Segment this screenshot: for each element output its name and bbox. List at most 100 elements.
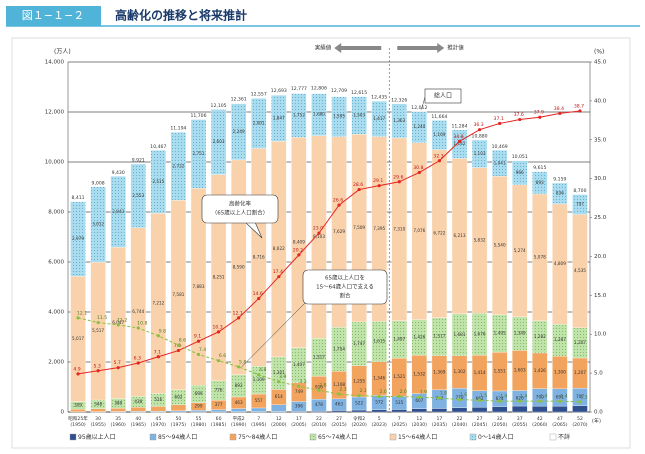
segment-label: 607 [415,398,423,403]
line-value-label: 20.2 [293,247,303,253]
line-point [176,343,181,347]
segment-label: 5,540 [494,243,506,248]
line-value-label: 10.3 [212,324,222,330]
total-label: 12,693 [271,88,287,94]
segment-label: 2,001 [253,120,265,125]
line-point [558,399,562,403]
line-point [196,352,201,357]
bar-segment [110,176,126,248]
arrow-right [397,43,445,53]
x-tick-label-line: 52 [577,416,583,422]
segment-label: 699 [195,391,203,396]
segment-label: 463 [235,400,243,405]
y2-tick-label: 15.0 [594,293,607,299]
line-value-label: 6.3 [134,356,141,362]
x-tick-label: 17 (2005) [291,416,306,428]
x-tick-label: 22 (2010) [311,416,326,428]
segment-label: 7,212 [152,300,164,305]
x-tick-label-line: (2065) [552,422,567,428]
x-tick-label-line: 55 [196,416,202,422]
line-point [417,170,421,175]
line-value-label: 1.4 [520,394,527,400]
bar-segment [331,410,347,413]
x-tick-label-line: (2035) [432,422,447,428]
line-value-label: 29.1 [373,178,383,184]
legend-swatch [389,433,397,441]
segment-label: 1,142 [454,141,466,146]
segment-label: 8,622 [273,246,285,251]
bar-segment [210,409,227,413]
segment-label: 1,676 [474,331,486,336]
bar-segment [451,407,468,413]
bar-segment [532,405,548,413]
line-point [136,361,140,365]
line-value-label: 30.8 [413,165,423,171]
segment-label: 535 [395,400,403,405]
segment-label: 1,532 [413,371,425,376]
callout-box [424,88,462,104]
segment-label: 1,414 [474,370,486,375]
line-point [357,187,361,192]
segment-label: 893 [536,180,544,185]
segment-label: 1,521 [393,374,405,379]
total-label: 11,706 [190,113,206,119]
segment-label: 5,274 [514,248,526,253]
line-value-label: 9.8 [159,328,166,334]
line-value-label: 7.1 [154,349,161,355]
x-tick-label-line: (1990) [231,422,246,428]
segment-label: 1,282 [534,334,546,339]
bar-segment [251,98,267,149]
line-value-label: 36.3 [473,122,483,128]
total-label: 10,880 [472,134,488,140]
bar-segment [351,409,367,413]
segment-label: 299 [195,404,203,409]
segment-label: 707 [576,394,584,399]
line-point [437,396,442,400]
arrow-left [334,43,382,53]
y-tick-label: 0 [61,410,65,416]
line-value-label: 3.3 [299,379,306,385]
segment-label: 348 [94,401,102,406]
y2-tick-label: 25.0 [594,215,607,221]
x-tick-label-line: 27 [477,416,483,422]
bar-segment [291,93,307,138]
line-value-label: 2.3 [339,387,346,393]
segment-label: 2,722 [172,163,184,168]
segment-label: 614 [275,394,283,399]
x-tick-label-line: 27 [336,416,342,422]
segment-label: 7,076 [413,228,425,233]
line-point [237,316,241,320]
bar-segment [271,404,287,412]
x-tick-label-line: 40 [135,416,141,422]
segment-label: 572 [375,400,383,405]
total-label: 12,105 [211,103,227,109]
y2-tick-label: 10.0 [594,332,607,338]
bar-segment [331,96,347,137]
bar-segment [532,171,548,195]
x-tick-label: 27 (2015) [331,416,346,428]
bar-segment [371,100,387,137]
segment-label: 1,426 [413,334,425,339]
bar-segment [311,93,327,136]
bar-segment [471,407,488,413]
x-tick-label-line: (1950) [70,422,85,428]
segment-label: 6,744 [132,309,144,314]
x-tick-label: 47 (2065) [552,416,567,428]
segment-label: 1,103 [474,151,486,156]
legend-label: 75～84歳人口 [238,433,277,441]
bar-segment [552,405,568,413]
x-tick-label: 17 (2035) [432,416,447,428]
y-tick-label: 10,000 [45,160,65,166]
bar-segment [130,163,146,228]
total-label: 12,361 [231,96,247,102]
bar-segment [90,186,106,263]
total-label: 9,430 [112,170,125,176]
bar-segment [251,407,267,412]
x-tick-label-line: 昭和25年 [68,415,88,422]
segment-label: 516 [154,397,162,402]
segment-label: 1,041 [494,160,506,165]
line-value-label: 5.7 [114,360,121,366]
line-value-label: 37.9 [534,110,544,116]
segment-label: 2,979 [72,236,84,241]
segment-label: 7,509 [353,225,365,230]
